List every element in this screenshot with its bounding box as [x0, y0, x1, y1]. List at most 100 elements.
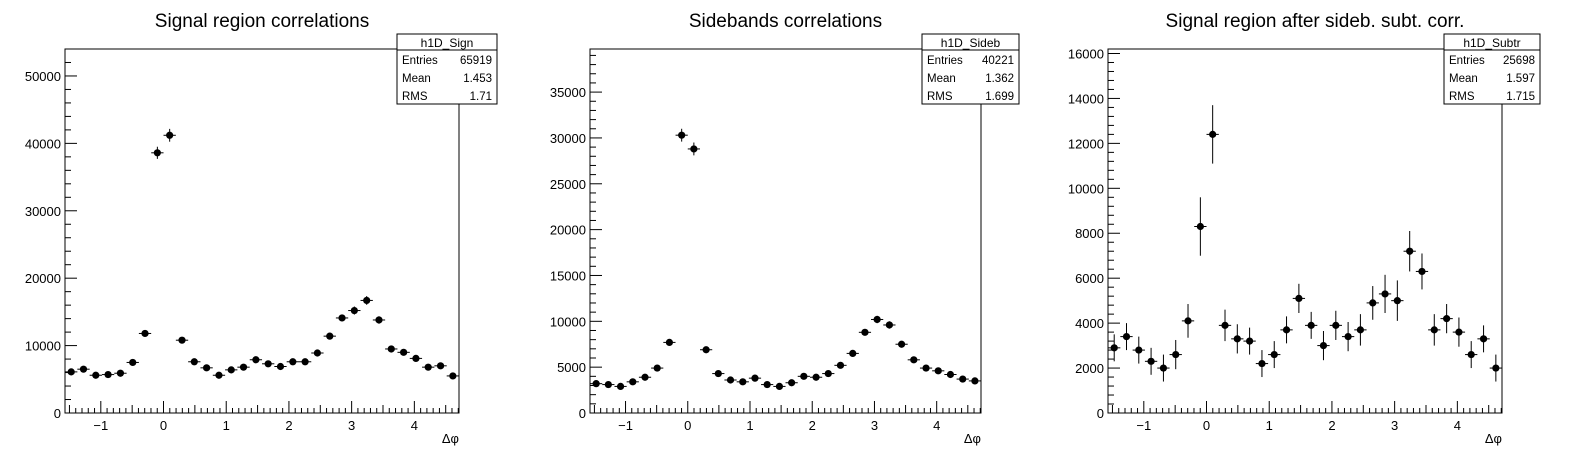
data-point: [114, 369, 127, 377]
data-point: [262, 360, 275, 368]
x-tick-label: 3: [871, 418, 878, 433]
data-point: [65, 368, 78, 376]
data-marker: [1110, 344, 1118, 352]
data-point: [372, 316, 386, 324]
data-point: [614, 382, 627, 391]
y-tick-label: 10000: [550, 314, 586, 329]
stats-box: h1D_Sign Entries 65919 Mean 1.453 RMS 1.71: [396, 33, 498, 105]
data-marker: [1406, 247, 1414, 255]
data-marker: [1479, 335, 1488, 343]
data-marker: [412, 354, 420, 362]
data-point: [932, 367, 945, 375]
stats-label: Mean: [1449, 73, 1478, 85]
y-tick-label: 12000: [1068, 136, 1104, 151]
data-point: [687, 142, 700, 156]
data-marker: [824, 369, 832, 378]
y-tick-label: 30000: [550, 131, 586, 146]
chart-panel-subtracted: Signal region after sideb. subt. corr. 0 2…: [1064, 0, 1596, 472]
x-tick-label: 4: [1454, 418, 1461, 433]
data-marker: [178, 336, 186, 344]
data-marker: [153, 149, 161, 157]
data-point: [1477, 325, 1490, 353]
data-marker: [449, 372, 457, 380]
data-marker: [1319, 341, 1328, 350]
data-point: [663, 338, 676, 347]
stats-histogram-name: h1D_Sign: [421, 36, 474, 50]
stats-histogram-name: h1D_Sideb: [941, 36, 1001, 50]
data-point: [785, 379, 798, 387]
data-point: [101, 370, 115, 379]
y-tick-label: 20000: [550, 223, 586, 238]
data-marker: [1245, 337, 1254, 345]
data-point: [298, 358, 312, 366]
data-point: [748, 374, 762, 382]
data-point: [1341, 322, 1355, 352]
y-tick-label: 6000: [1075, 271, 1104, 286]
data-point: [1378, 274, 1392, 314]
data-marker: [653, 364, 661, 372]
chart-title: Signal region correlations: [155, 11, 369, 32]
stats-value: 65919: [460, 55, 492, 67]
data-point: [163, 128, 176, 142]
data-marker: [301, 358, 309, 366]
y-tick-label: 30000: [25, 204, 61, 219]
chart-panel-signal: Signal region correlations 0 10000 20000 300…: [0, 0, 532, 472]
stats-box-frame: [396, 33, 498, 105]
data-marker: [387, 345, 395, 353]
data-point: [1231, 324, 1244, 354]
plot-frame: [589, 48, 982, 414]
data-marker: [714, 369, 722, 378]
data-marker: [1209, 130, 1217, 138]
data-point: [1403, 231, 1416, 272]
data-marker: [604, 380, 612, 389]
data-marker: [788, 379, 796, 387]
data-point: [968, 377, 982, 385]
data-marker: [1122, 333, 1131, 341]
data-marker: [836, 361, 845, 369]
data-point: [1440, 304, 1453, 334]
data-point: [348, 306, 361, 315]
data-marker: [800, 372, 808, 380]
data-point: [871, 315, 884, 324]
x-tick-label: 3: [348, 418, 355, 433]
data-marker: [276, 362, 285, 371]
data-marker: [313, 349, 322, 357]
data-marker: [1467, 350, 1475, 359]
stats-label: RMS: [1449, 91, 1475, 103]
data-point: [1206, 105, 1219, 164]
y-tick-label: 40000: [25, 136, 61, 151]
data-marker: [1196, 222, 1204, 231]
data-point: [1305, 311, 1318, 339]
data-marker: [763, 380, 771, 389]
data-point: [89, 371, 102, 379]
data-point: [175, 336, 189, 344]
data-point: [1415, 253, 1429, 290]
x-tick-label: 4: [411, 418, 418, 433]
data-point: [1132, 336, 1145, 364]
x-axis-label: Δφ: [964, 431, 981, 446]
data-point: [1354, 314, 1367, 346]
data-marker: [934, 367, 942, 375]
stats-label: Entries: [1449, 55, 1485, 67]
data-point: [1317, 330, 1330, 361]
data-point: [602, 380, 615, 389]
data-marker: [1147, 357, 1155, 365]
y-tick-label: 25000: [550, 177, 586, 192]
data-marker: [338, 314, 346, 322]
data-point: [1181, 304, 1195, 338]
data-marker: [1393, 297, 1401, 305]
data-point: [956, 375, 969, 383]
data-marker: [1381, 290, 1389, 298]
data-marker: [116, 369, 125, 377]
data-marker: [922, 364, 930, 372]
data-marker: [1418, 267, 1426, 276]
y-tick-label: 50000: [25, 69, 61, 84]
data-marker: [104, 370, 112, 379]
data-marker: [1221, 321, 1229, 329]
y-tick-label: 5000: [557, 360, 586, 375]
data-marker: [1172, 350, 1180, 359]
plot-frame: [1107, 48, 1503, 414]
stats-value: 1.597: [1506, 73, 1535, 85]
stats-value: 1.71: [470, 91, 492, 103]
data-point: [1428, 314, 1441, 346]
